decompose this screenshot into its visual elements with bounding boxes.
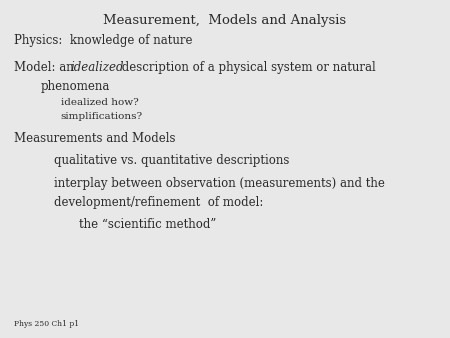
Text: interplay between observation (measurements) and the: interplay between observation (measureme…: [54, 177, 385, 190]
Text: Measurements and Models: Measurements and Models: [14, 132, 175, 145]
Text: Phys 250 Ch1 p1: Phys 250 Ch1 p1: [14, 320, 79, 328]
Text: qualitative vs. quantitative descriptions: qualitative vs. quantitative description…: [54, 154, 289, 167]
Text: Physics:  knowledge of nature: Physics: knowledge of nature: [14, 34, 192, 47]
Text: development/refinement  of model:: development/refinement of model:: [54, 196, 263, 209]
Text: idealized how?: idealized how?: [61, 98, 139, 107]
Text: phenomena: phenomena: [40, 80, 110, 93]
Text: the “scientific method”: the “scientific method”: [79, 218, 216, 231]
Text: description of a physical system or natural: description of a physical system or natu…: [118, 61, 376, 74]
Text: idealized: idealized: [71, 61, 124, 74]
Text: Measurement,  Models and Analysis: Measurement, Models and Analysis: [104, 14, 346, 26]
Text: simplifications?: simplifications?: [61, 112, 143, 121]
Text: Model: an: Model: an: [14, 61, 77, 74]
